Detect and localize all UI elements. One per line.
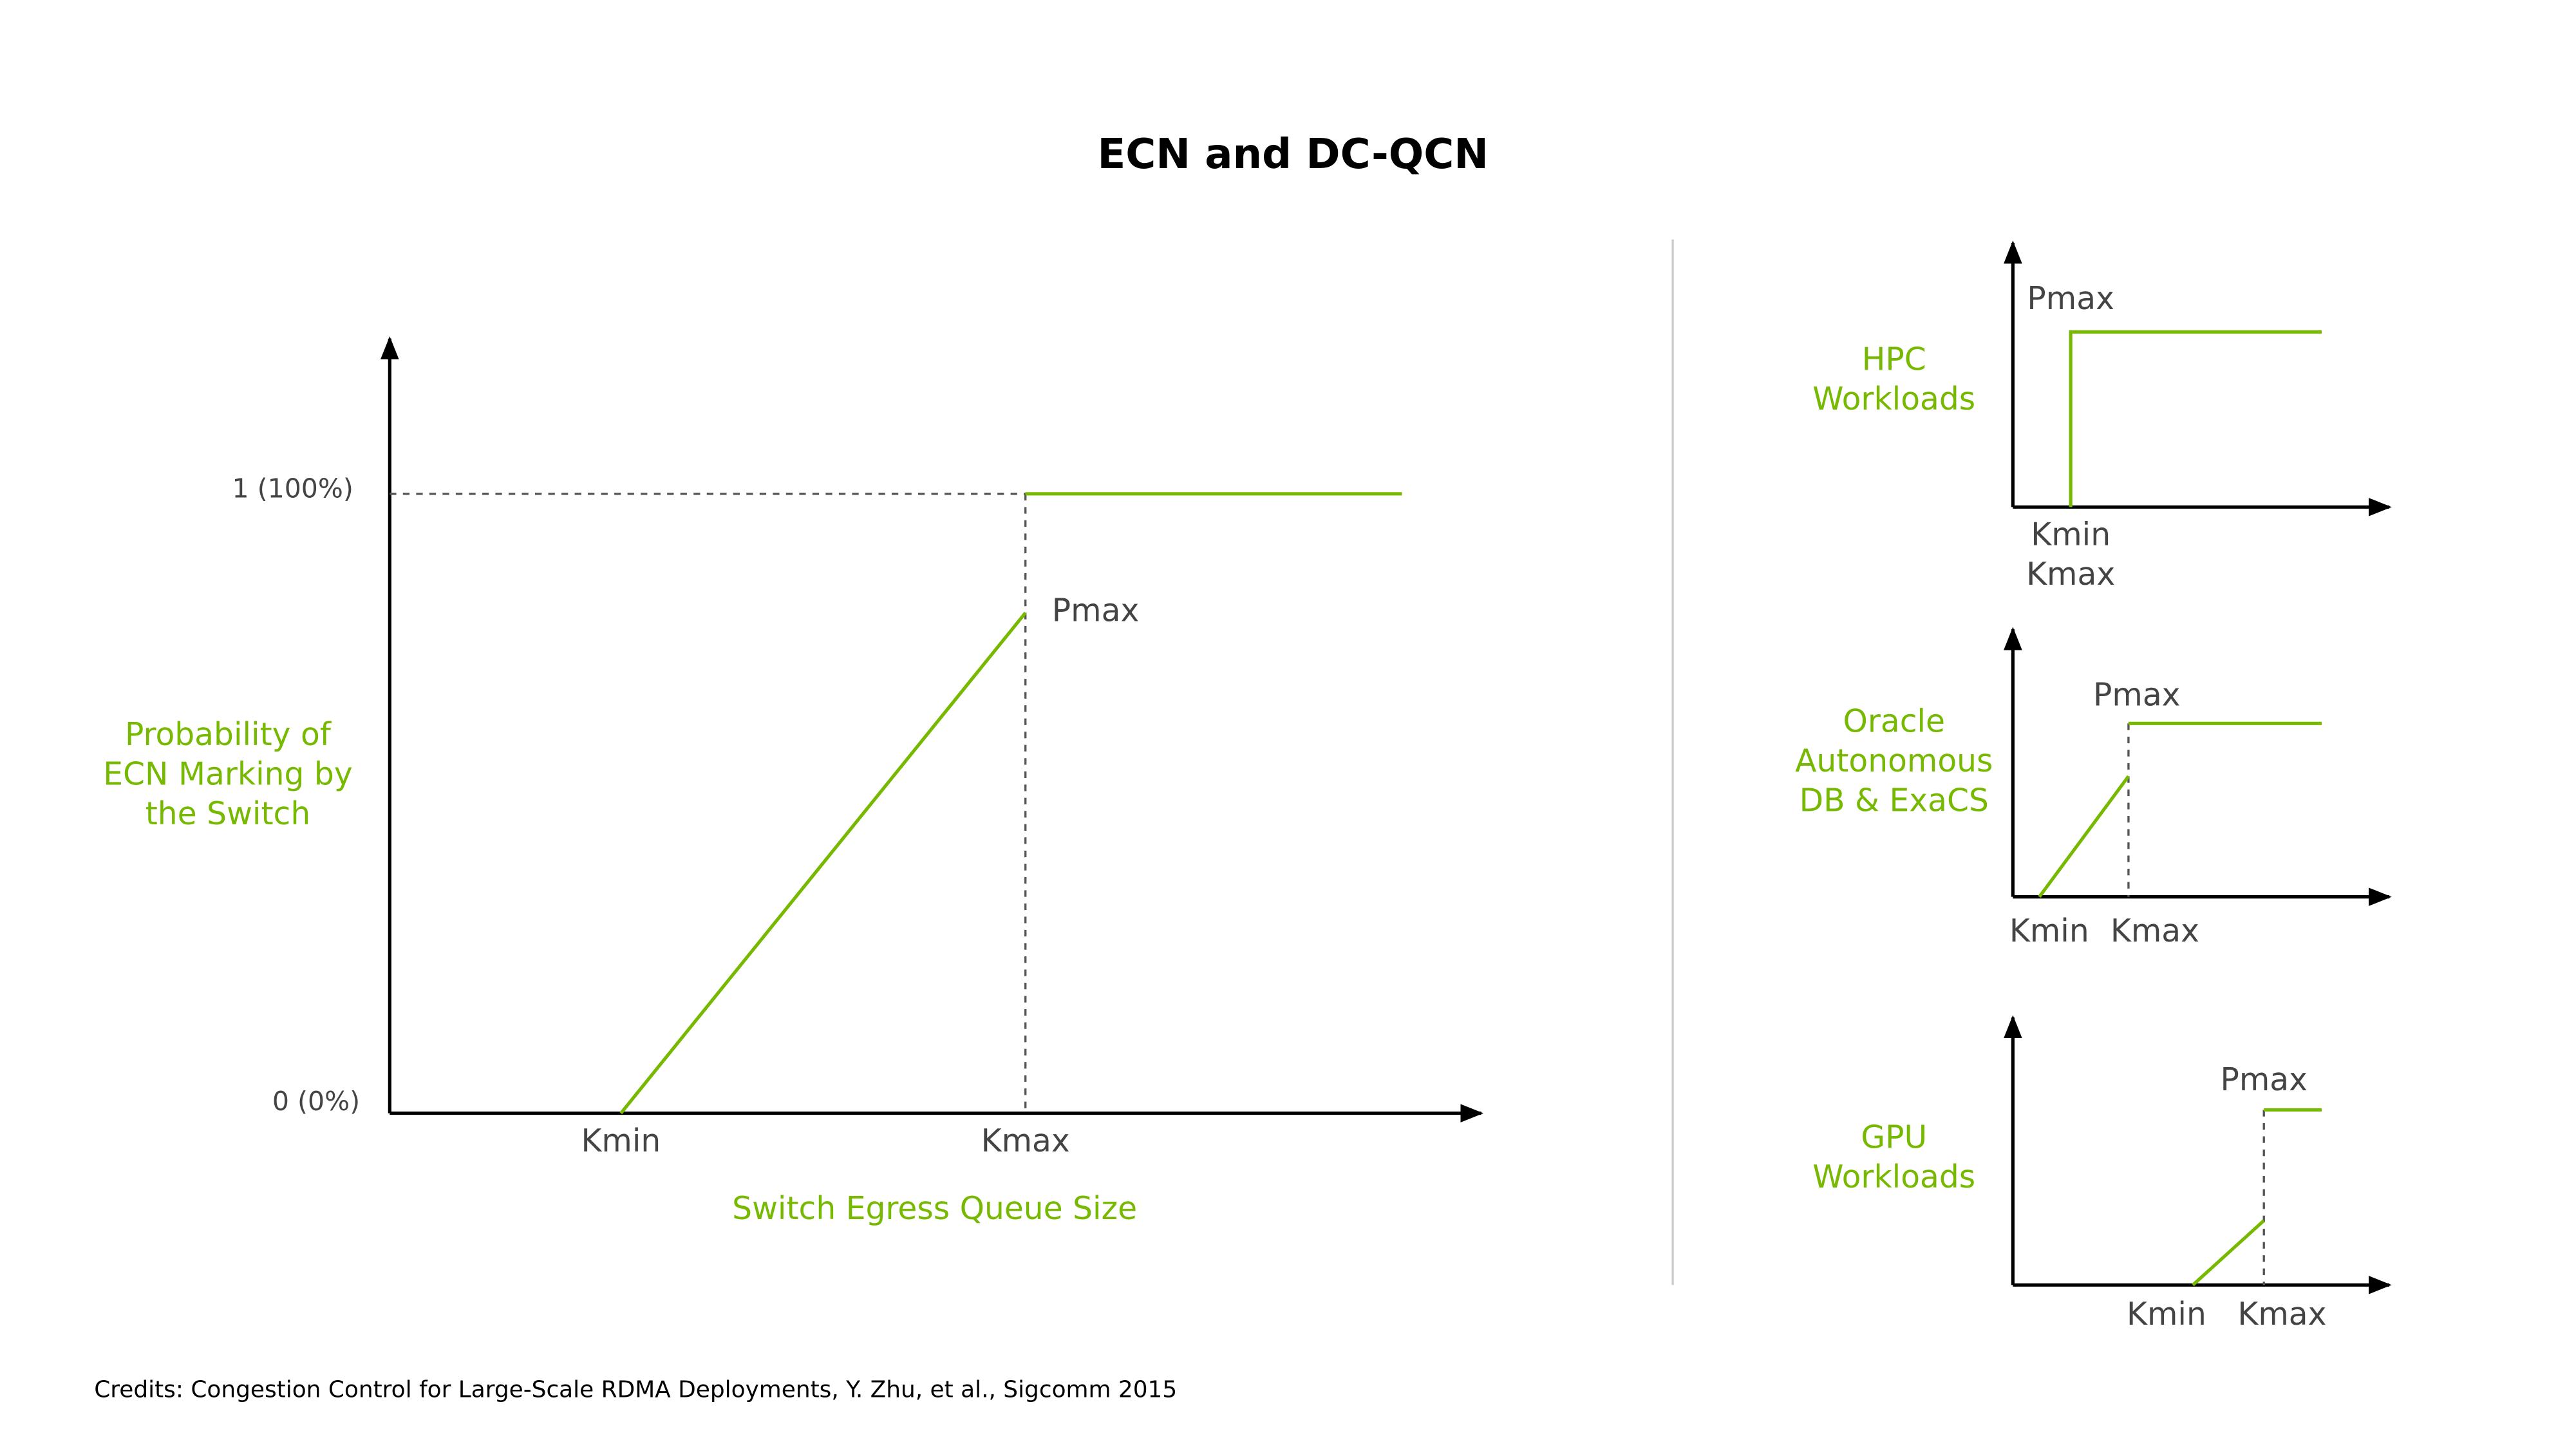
gpu-panel: Pmax Kmin Kmax GPU Workloads (1812, 1015, 2392, 1332)
ramp-line (619, 611, 1027, 1115)
oracle-panel: Pmax Kmin Kmax Oracle Autonomous DB & Ex… (1795, 627, 2392, 949)
y-axis-label: ECN Marking by (103, 756, 352, 792)
panel-label: Autonomous (1795, 743, 1993, 779)
pmax-label: Pmax (2027, 281, 2114, 317)
kmin-label: Kmin (2031, 517, 2111, 553)
y-axis-label: the Switch (146, 796, 311, 832)
y-bottom-label: 0 (0%) (272, 1086, 360, 1117)
pmax-label: Pmax (2093, 677, 2181, 713)
x-axis-label: Switch Egress Queue Size (732, 1191, 1137, 1227)
kmax-label: Kmax (2237, 1296, 2326, 1332)
hpc-panel: Pmax Kmin Kmax HPC Workloads (1812, 240, 2392, 592)
kmin-label: Kmin (581, 1123, 661, 1159)
ramp-line (2038, 775, 2130, 898)
kmin-label: Kmin (2127, 1296, 2206, 1332)
panel-label: Workloads (1812, 381, 1975, 417)
y-top-label: 1 (100%) (232, 473, 353, 504)
title: ECN and DC-QCN (1097, 130, 1488, 178)
kmax-label: Kmax (981, 1123, 1070, 1159)
panel-label: GPU (1861, 1120, 1927, 1156)
panel-label: Oracle (1843, 703, 1945, 739)
panel-label: HPC (1862, 342, 1926, 378)
panel-label: DB & ExaCS (1800, 782, 1989, 819)
pmax-label: Pmax (1052, 592, 1140, 629)
step-line (2069, 330, 2322, 507)
ramp-line (2192, 1219, 2265, 1287)
panel-label: Workloads (1812, 1159, 1975, 1195)
main-diagram: 1 (100%) 0 (0%) Pmax Kmin Kmax Switch Eg… (103, 336, 1484, 1227)
y-axis-label: Probability of (125, 717, 332, 753)
pmax-label: Pmax (2220, 1062, 2308, 1098)
credits: Credits: Congestion Control for Large-Sc… (94, 1376, 1177, 1403)
kmin-label: Kmin (2009, 913, 2089, 949)
kmax-label: Kmax (2111, 913, 2199, 949)
kmax-label: Kmax (2026, 556, 2115, 592)
